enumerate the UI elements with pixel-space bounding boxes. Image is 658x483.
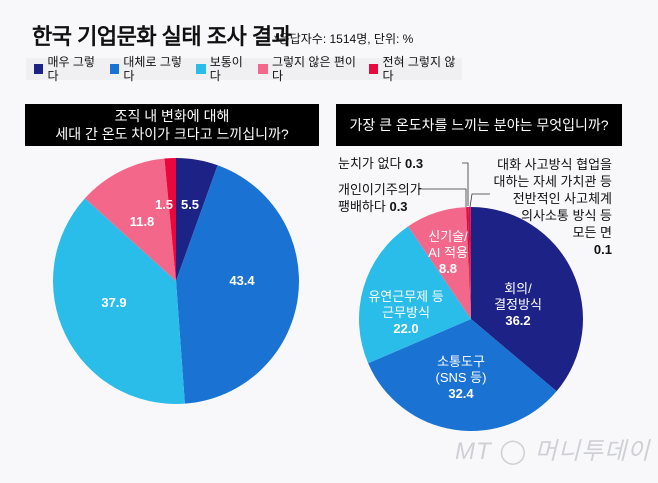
legend-swatch — [34, 64, 44, 74]
pie-slice — [468, 207, 471, 319]
respondent-note: *응답자수: 1514명, 단위: % — [274, 32, 414, 46]
question-2-text: 가장 큰 온도차를 느끼는 분야는 무엇입니까? — [349, 117, 609, 133]
legend-swatch — [368, 64, 379, 74]
slice-label: 신기술/AI 적용 8.8 — [428, 229, 468, 276]
pie-slice — [176, 158, 218, 281]
question-2-box: 가장 큰 온도차를 느끼는 분야는 무엇입니까? — [336, 104, 622, 146]
pie-slice — [164, 158, 176, 281]
slice-label: 37.9 — [101, 295, 127, 310]
question-1-line: 세대 간 온도 차이가 크다고 느끼십니까? — [55, 126, 289, 142]
slice-label: 11.8 — [129, 214, 155, 229]
pie-slice — [368, 319, 557, 431]
slice-label: 43.4 — [229, 273, 255, 288]
pie-slice — [358, 226, 471, 364]
legend-label: 대체로 그렇다 — [123, 55, 182, 83]
pie-slice — [176, 165, 299, 404]
legend-item: 전혀 그렇지 않다 — [368, 55, 462, 83]
leader-line — [418, 188, 467, 207]
legend-label: 그렇지 않은 편이다 — [271, 55, 356, 83]
pie-slice — [470, 207, 471, 319]
legend-swatch — [258, 64, 268, 74]
pie-slice — [471, 207, 583, 392]
slice-label: 1.5 — [154, 197, 174, 212]
page-title: 한국 기업문화 실태 조사 결과 — [32, 24, 292, 49]
leader-line — [469, 193, 490, 208]
legend-item: 보통이다 — [196, 55, 251, 83]
leader-line — [462, 162, 469, 206]
slice-label: 유연근무제 등 근무방식 22.0 — [368, 289, 444, 336]
slice-label: 회의/결정방식 36.2 — [494, 281, 542, 328]
watermark-logo: MT ◯ 머니투데이 — [455, 438, 651, 465]
legend: 매우 그렇다 대체로 그렇다 보통이다 그렇지 않은 편이다 전혀 그렇지 않다 — [26, 55, 462, 83]
legend-item: 대체로 그렇다 — [109, 55, 189, 83]
legend-item: 매우 그렇다 — [34, 55, 103, 83]
annotation-individualism: 개인이기주의가 팽배하다 0.3 — [338, 182, 422, 214]
pie-slice — [53, 198, 185, 404]
legend-label: 보통이다 — [209, 55, 243, 83]
slice-label: 5.5 — [180, 197, 200, 212]
legend-swatch — [109, 64, 120, 74]
annotation-nunchi: 눈치가 없다 0.3 — [338, 156, 424, 171]
pie-slice — [408, 207, 471, 319]
legend-item: 그렇지 않은 편이다 — [258, 55, 362, 83]
annotation-all-aspects: 대화 사고방식 협업을 대하는 자세 가치관 등 전반적인 사고체계 의사소통 방식 … — [493, 157, 612, 257]
legend-label: 전혀 그렇지 않다 — [382, 55, 456, 83]
pie-slice — [466, 207, 471, 319]
question-1-line: 조직 내 변화에 대해 — [114, 108, 230, 124]
legend-label: 매우 그렇다 — [47, 55, 95, 83]
slice-label: 소통도구 (SNS 등) 32.4 — [435, 354, 487, 401]
pie-slice — [84, 158, 176, 281]
legend-swatch — [196, 64, 206, 74]
